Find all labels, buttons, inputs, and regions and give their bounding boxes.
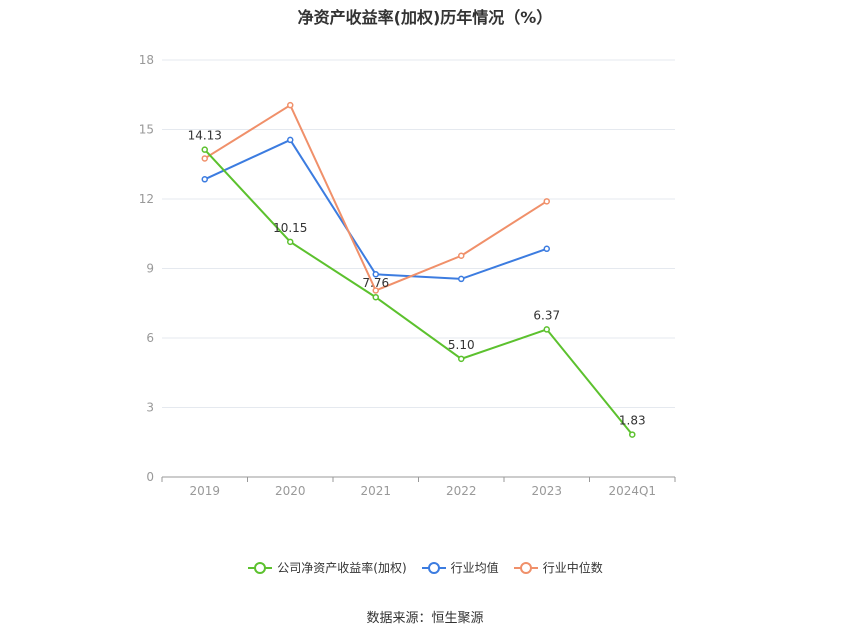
data-point-avg: [201, 176, 208, 183]
y-tick-label: 9: [146, 262, 154, 276]
data-point-company: [458, 355, 465, 363]
x-tick-label: 2021: [360, 484, 391, 498]
data-point-company: [287, 238, 294, 246]
data-label: 10.15: [273, 221, 307, 235]
y-tick-label: 0: [146, 470, 154, 484]
data-point-company: [372, 293, 379, 301]
data-label: 6.37: [533, 308, 560, 322]
data-point-median: [458, 252, 465, 260]
x-tick-label: 2020: [275, 484, 306, 498]
data-point-median: [543, 198, 550, 205]
legend-label: 行业均值: [450, 561, 499, 575]
legend-marker-icon: [421, 561, 446, 574]
data-point-median: [201, 155, 208, 162]
y-tick-label: 15: [139, 123, 154, 137]
legend-item-avg[interactable]: 行业均值: [421, 559, 499, 576]
data-point-company: [629, 431, 636, 438]
legend-marker-icon: [248, 561, 273, 574]
x-tick-label: 2019: [189, 484, 220, 498]
y-tick-label: 6: [146, 331, 154, 345]
data-label: 7.76: [362, 276, 389, 290]
data-point-avg: [287, 136, 294, 144]
data-point-avg: [543, 245, 550, 253]
data-point-avg: [458, 275, 465, 283]
data-label: 14.13: [188, 129, 222, 143]
data-source: 数据来源：恒生聚源: [366, 611, 484, 626]
series-line-company: [204, 148, 634, 436]
legend-item-company[interactable]: 公司净资产收益率(加权): [247, 559, 407, 576]
data-point-company: [201, 146, 208, 153]
y-tick-label: 12: [139, 192, 154, 206]
chart-legend: 公司净资产收益率(加权) 行业均值 行业中位数: [0, 559, 850, 576]
legend-marker-icon: [513, 561, 538, 574]
x-tick-label: 2023: [531, 484, 562, 498]
chart-title: 净资产收益率(加权)历年情况（%）: [297, 8, 553, 27]
legend-label: 行业中位数: [542, 561, 603, 575]
data-label: 5.10: [448, 338, 475, 352]
x-tick-label: 2024Q1: [608, 484, 656, 498]
data-label: 1.83: [619, 414, 646, 428]
legend-label: 公司净资产收益率(加权): [277, 561, 407, 575]
y-tick-label: 3: [146, 401, 154, 415]
y-tick-label: 18: [139, 53, 154, 67]
legend-item-median[interactable]: 行业中位数: [513, 559, 603, 576]
x-tick-label: 2022: [446, 484, 477, 498]
data-point-median: [287, 101, 294, 109]
data-point-median: [372, 287, 379, 294]
series-line-avg: [204, 138, 548, 280]
data-point-avg: [372, 271, 379, 278]
data-point-company: [543, 326, 550, 333]
series-line-median: [204, 103, 548, 292]
